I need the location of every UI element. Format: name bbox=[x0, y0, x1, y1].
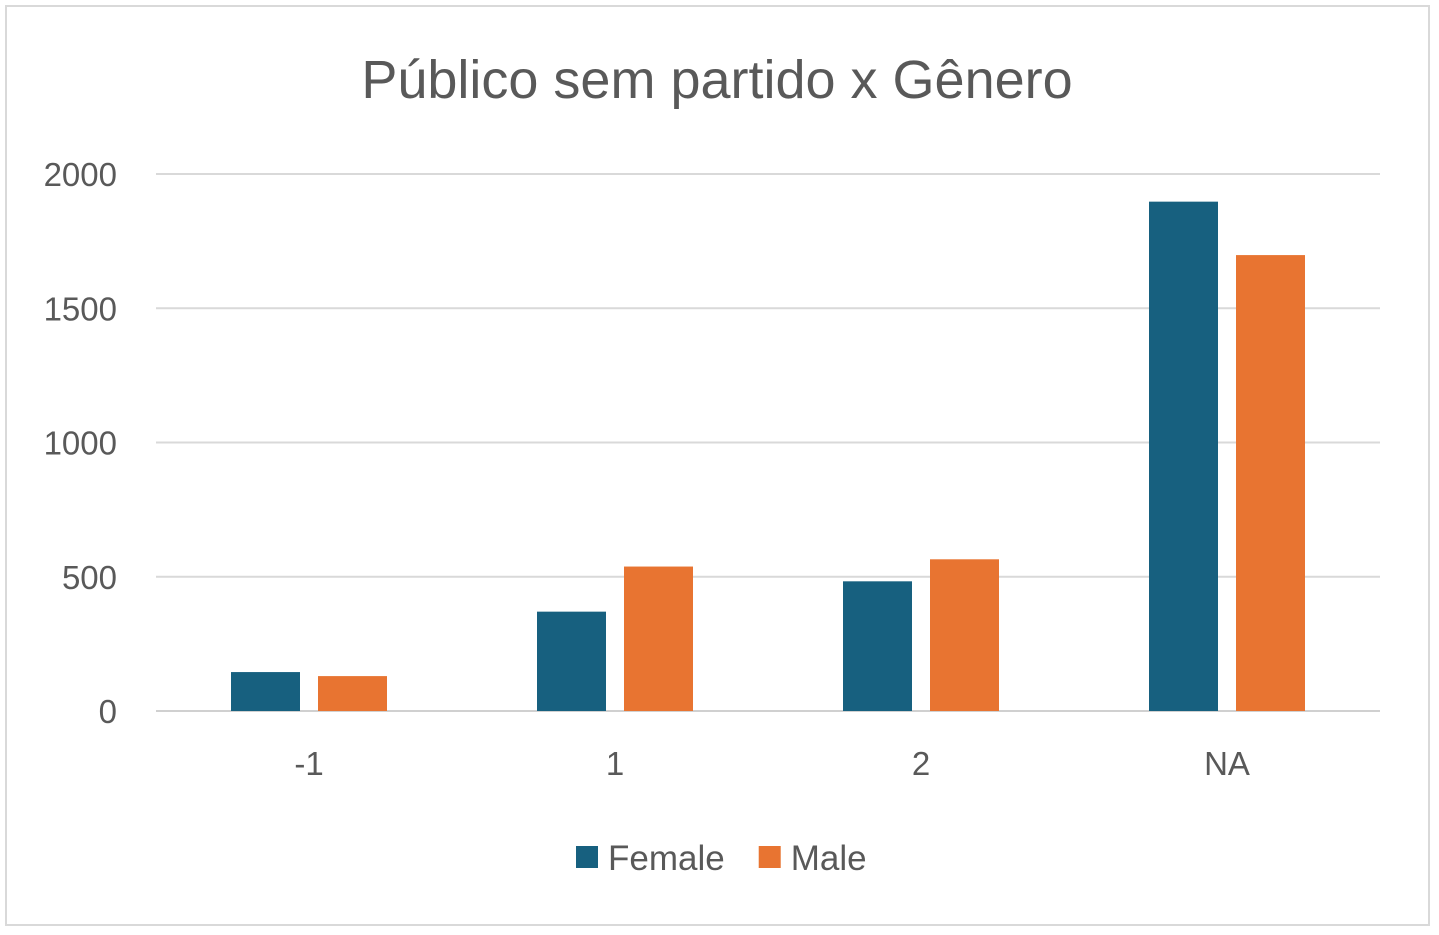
y-tick-label: 2000 bbox=[44, 156, 117, 193]
bar-male--1 bbox=[318, 676, 387, 711]
legend-label-male: Male bbox=[791, 839, 867, 878]
legend: Female Male bbox=[576, 839, 867, 878]
legend-label-female: Female bbox=[608, 839, 725, 878]
bar-female-1 bbox=[537, 611, 606, 711]
x-tick-label: 2 bbox=[912, 745, 930, 782]
legend-swatch-male bbox=[758, 846, 781, 868]
x-axis: -1 1 2 NA bbox=[294, 745, 1250, 782]
x-tick-label: 1 bbox=[606, 745, 624, 782]
bars bbox=[231, 201, 1305, 711]
x-tick-label: NA bbox=[1204, 745, 1250, 782]
y-axis: 0 500 1000 1500 2000 bbox=[44, 156, 117, 730]
bar-male-1 bbox=[624, 566, 693, 711]
chart-title: Público sem partido x Gênero bbox=[361, 50, 1072, 110]
bar-male-NA bbox=[1236, 255, 1305, 711]
y-tick-label: 500 bbox=[62, 559, 117, 596]
bar-female-2 bbox=[843, 581, 912, 711]
y-tick-label: 1000 bbox=[44, 425, 117, 462]
bar-female-NA bbox=[1149, 201, 1218, 711]
bar-female--1 bbox=[231, 672, 300, 711]
y-tick-label: 0 bbox=[99, 693, 117, 730]
y-tick-label: 1500 bbox=[44, 290, 117, 327]
legend-swatch-female bbox=[576, 846, 598, 868]
bar-male-2 bbox=[930, 559, 999, 711]
x-tick-label: -1 bbox=[294, 745, 323, 782]
